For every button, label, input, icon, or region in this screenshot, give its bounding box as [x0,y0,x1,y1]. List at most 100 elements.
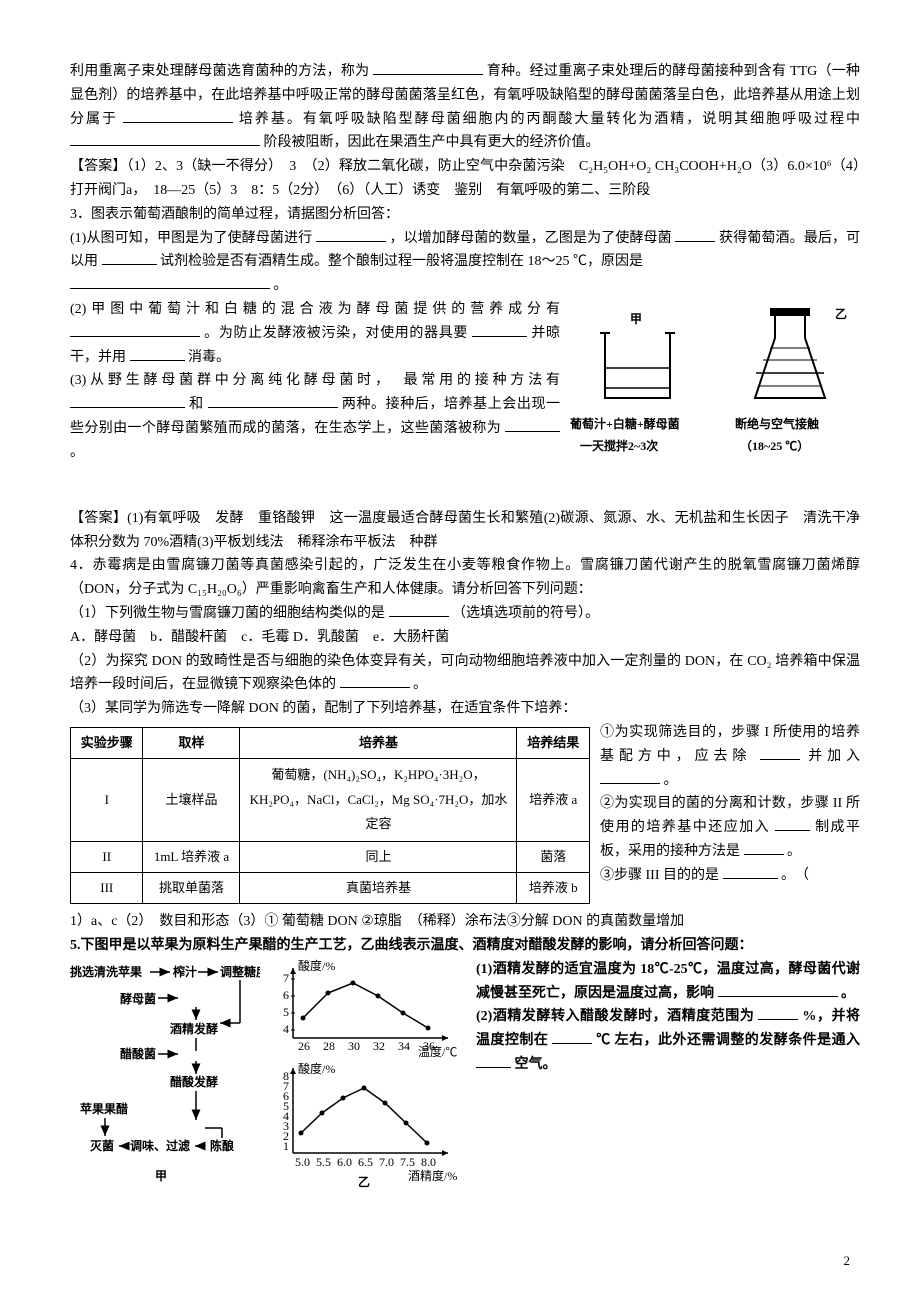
svg-text:36: 36 [423,1039,435,1053]
svg-text:7.5: 7.5 [400,1155,415,1169]
text: ③步骤 III 目的的是 [600,868,719,883]
q4-l3: （3）某同学为筛选专一降解 DON 的菌，配制了下列培养基，在适宜条件下培养： [70,697,860,721]
td: 葡萄糖，(NH₄)₂SO₄，K₂HPO₄·3H₂O，KH₂PO₄，NaCl，Ca… [240,759,517,842]
text: 。 （ [781,868,809,883]
svg-text:8.0: 8.0 [421,1155,436,1169]
blank [70,407,185,408]
svg-text:酸度/%: 酸度/% [298,958,335,973]
th: 取样 [143,727,240,758]
q4-l1: （1）下列微生物与雪腐镰刀菌的细胞结构类似的是 （选填选项前的符号）。 [70,602,860,626]
blank [760,759,800,760]
blank [70,145,260,146]
blank [600,783,660,784]
svg-text:挑选清洗苹果: 挑选清洗苹果 [70,964,142,979]
svg-text:6.0: 6.0 [337,1155,352,1169]
text: （2）为探究 DON 的致畸性是否与细胞的染色体变异有关，可向动物细胞培养液中加… [70,654,860,693]
svg-text:5.0: 5.0 [295,1155,310,1169]
text: 。 [70,445,84,460]
td: 挑取单菌落 [143,873,240,904]
text: (1)从图可知，甲图是为了使酵母菌进行 [70,231,312,246]
q5-side: (1)酒精发酵的适宜温度为 18℃-25℃，温度过高，酵母菌代谢减慢甚至死亡，原… [476,958,860,1188]
text: 。 [841,986,855,1001]
blank [389,616,449,617]
td: II [71,842,143,873]
svg-text:榨汁: 榨汁 [172,964,197,979]
q4-table-wrap: 实验步骤 取样 培养基 培养结果 I 土壤样品 葡萄糖，(NH₄)₂SO₄，K₂… [70,721,860,910]
svg-text:5.5: 5.5 [316,1155,331,1169]
text: 。 [413,677,427,692]
figure-q3: 甲 乙 葡萄汁+白糖+酵母菌 一天搅拌2~3次 断绝与空气接触 （18~25 ℃… [570,298,860,507]
blank [123,122,233,123]
svg-text:调味、过滤: 调味、过滤 [130,1138,190,1153]
svg-text:28: 28 [323,1039,335,1053]
page-number: 2 [844,1250,851,1272]
td: 1mL 培养液 a [143,842,240,873]
svg-text:酒精发酵: 酒精发酵 [170,1021,218,1036]
svg-text:断绝与空气接触: 断绝与空气接触 [735,416,819,431]
figure-svg: 甲 乙 葡萄汁+白糖+酵母菌 一天搅拌2~3次 断绝与空气接触 （18~25 ℃… [570,298,860,498]
text: 。 [664,773,678,788]
svg-text:醋酸菌: 醋酸菌 [120,1046,156,1061]
svg-text:乙: 乙 [358,1175,370,1188]
text: （选填选项前的符号）。 [452,606,599,621]
td: 培养液 a [517,759,590,842]
svg-text:7: 7 [283,971,289,985]
q5-head: 5.下图甲是以苹果为原料生产果醋的生产工艺，乙曲线表示温度、酒精度对醋酸发酵的影… [70,934,860,958]
experiment-table: 实验步骤 取样 培养基 培养结果 I 土壤样品 葡萄糖，(NH₄)₂SO₄，K₂… [70,727,590,904]
blank [718,996,838,997]
th: 培养结果 [517,727,590,758]
blank [775,830,810,831]
blank [130,360,185,361]
q3-l1end: 。 [70,274,860,298]
q4-head: 4．赤霉病是由雪腐镰刀菌等真菌感染引起的，广泛发生在小麦等粮食作物上。雪腐镰刀菌… [70,554,860,602]
svg-text:7.0: 7.0 [379,1155,394,1169]
svg-text:26: 26 [298,1039,310,1053]
text: (3)从野生酵母菌群中分离纯化酵母菌时， 最常用的接种方法有 [70,373,560,388]
blank [340,687,410,688]
q3-head: 3．图表示葡萄酒酿制的简单过程，请据图分析回答： [70,203,860,227]
blank [472,336,527,337]
svg-text:32: 32 [373,1039,385,1053]
td: 培养液 b [517,873,590,904]
q4-l2: （2）为探究 DON 的致畸性是否与细胞的染色体变异有关，可向动物细胞培养液中加… [70,650,860,698]
text: 和 [189,397,204,412]
th: 培养基 [240,727,517,758]
text: ，以增加酵母菌的数量，乙图是为了使酵母菌 [390,231,672,246]
flowchart-jia: 挑选清洗苹果 榨汁 调整糖度 酵母菌 酒精发酵 醋酸菌 醋酸发酵 苹果果醋 灭菌… [70,958,260,1188]
q4-side: ①为实现筛选目的，步骤 I 所使用的培养基配方中，应去除 并加入 。 ②为实现目… [600,721,860,888]
svg-text:甲: 甲 [630,312,642,326]
svg-text:34: 34 [398,1039,410,1053]
td: 真菌培养基 [240,873,517,904]
svg-text:5: 5 [283,1005,289,1019]
svg-text:乙: 乙 [835,307,847,321]
blank [723,878,778,879]
text: 利用重离子束处理酵母菌选育菌种的方法，称为 [70,64,369,79]
svg-text:酸度/%: 酸度/% [298,1061,335,1076]
text: 阶段被阻断，因此在果酒生产中具有更大的经济价值。 [264,135,600,150]
svg-text:甲: 甲 [155,1169,167,1183]
q4-opts: A．酵母菌 b．醋酸杆菌 c．毛霉 D．乳酸菌 e．大肠杆菌 [70,626,860,650]
text: 。 [274,278,288,293]
td: 土壤样品 [143,759,240,842]
blank [758,1019,798,1020]
svg-text:（18~25 ℃）: （18~25 ℃） [740,438,809,453]
text: 两种。接种后，培养基上会出现一些分别由一个酵母菌繁殖而成的菌落，在生态学上，这些… [70,397,560,436]
text: (2)酒精发酵转入醋酸发酵时，酒精度范围为 [476,1009,754,1024]
q3-l3: (2)甲图中葡萄汁和白糖的混合液为酵母菌提供的营养成分有 。为防止发酵液被污染，… [70,298,560,369]
q3-l4: (3)从野生酵母菌群中分离纯化酵母菌时， 最常用的接种方法有 和 两种。接种后，… [70,369,560,464]
text: 。 [787,844,801,859]
text: 试剂检验是否有酒精生成。整个酿制过程一般将温度控制在 18～25 ℃，原因是 [160,254,643,269]
blank [373,74,483,75]
td: I [71,759,143,842]
blank [675,241,715,242]
svg-text:30: 30 [348,1039,360,1053]
charts-yi: 酸度/% 温度/℃ 4 5 6 7 26 28 30 32 34 36 酸度/%… [268,958,468,1188]
blank [505,431,560,432]
blank [316,241,386,242]
blank [552,1043,592,1044]
svg-text:调整糖度: 调整糖度 [220,964,260,979]
th: 实验步骤 [71,727,143,758]
q5-figure-wrap: 挑选清洗苹果 榨汁 调整糖度 酵母菌 酒精发酵 醋酸菌 醋酸发酵 苹果果醋 灭菌… [70,958,860,1188]
blank [70,336,200,337]
svg-text:灭菌: 灭菌 [89,1138,114,1153]
